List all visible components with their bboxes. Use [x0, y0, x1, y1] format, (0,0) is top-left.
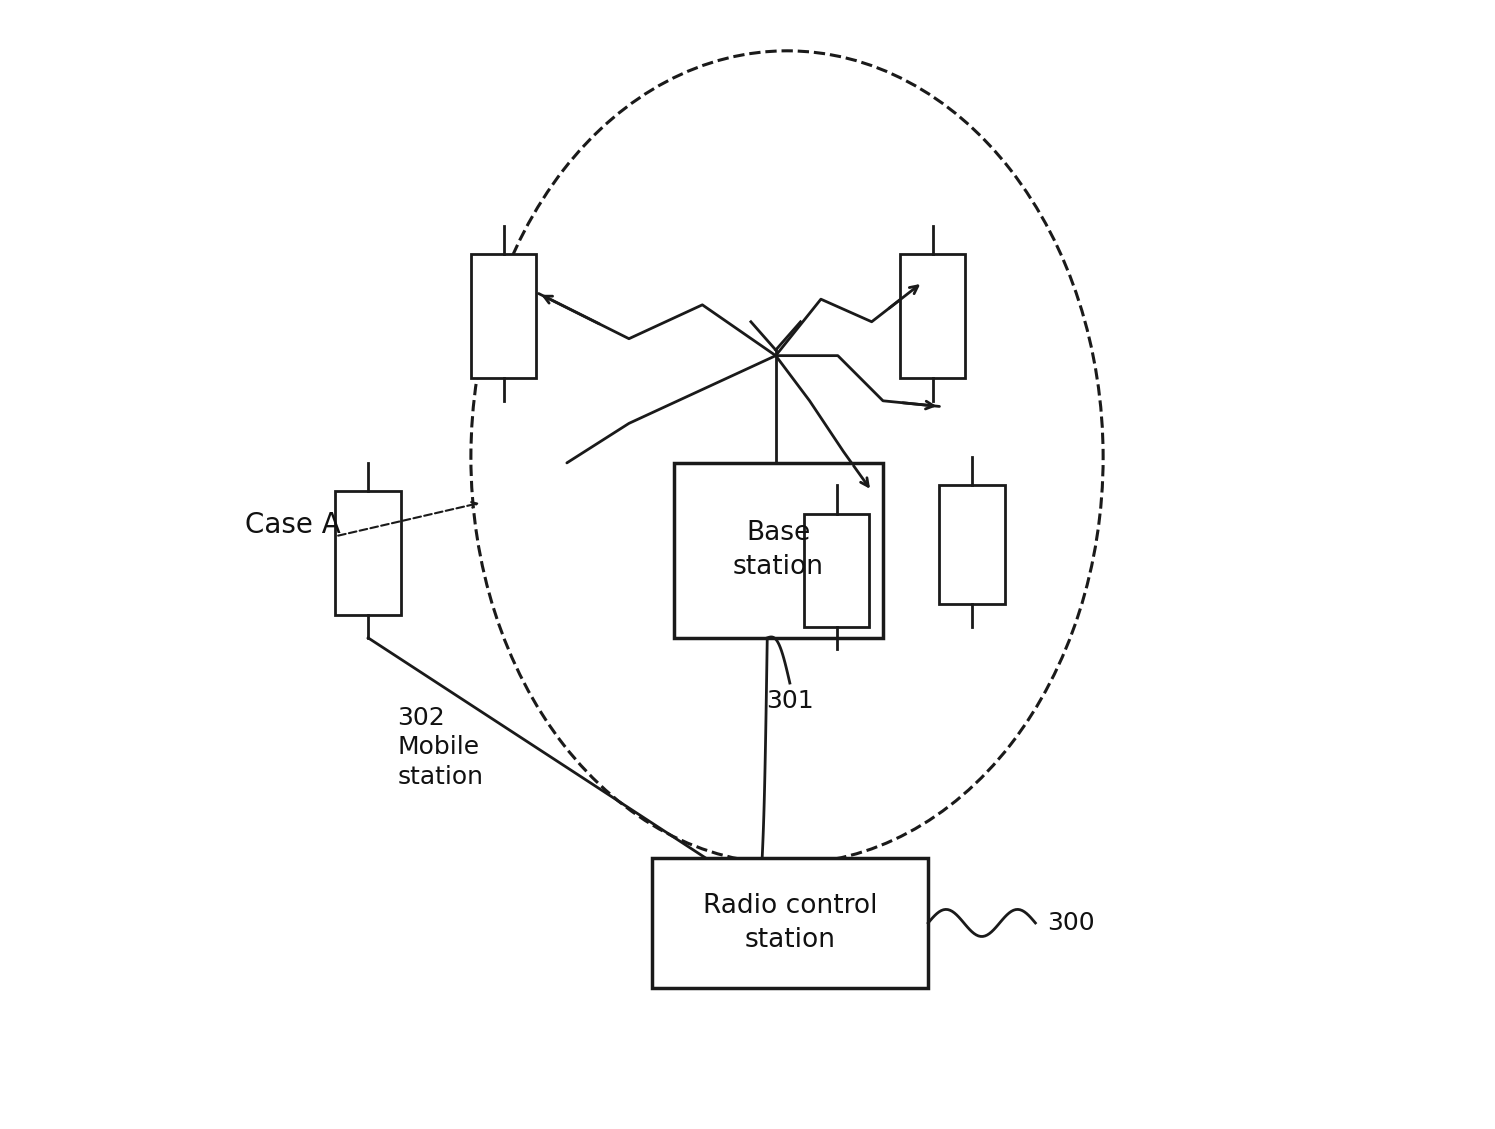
- Text: 301: 301: [765, 689, 813, 712]
- Text: Base
station: Base station: [733, 520, 824, 580]
- FancyBboxPatch shape: [471, 254, 537, 378]
- Text: 302
Mobile
station: 302 Mobile station: [398, 706, 483, 789]
- FancyBboxPatch shape: [804, 514, 870, 627]
- Text: Case A: Case A: [245, 511, 341, 539]
- FancyBboxPatch shape: [939, 485, 1005, 604]
- Text: Radio control
station: Radio control station: [703, 893, 878, 953]
- FancyBboxPatch shape: [674, 463, 884, 638]
- FancyBboxPatch shape: [335, 491, 401, 615]
- FancyBboxPatch shape: [652, 858, 928, 988]
- Text: 300: 300: [1046, 911, 1094, 935]
- FancyBboxPatch shape: [900, 254, 966, 378]
